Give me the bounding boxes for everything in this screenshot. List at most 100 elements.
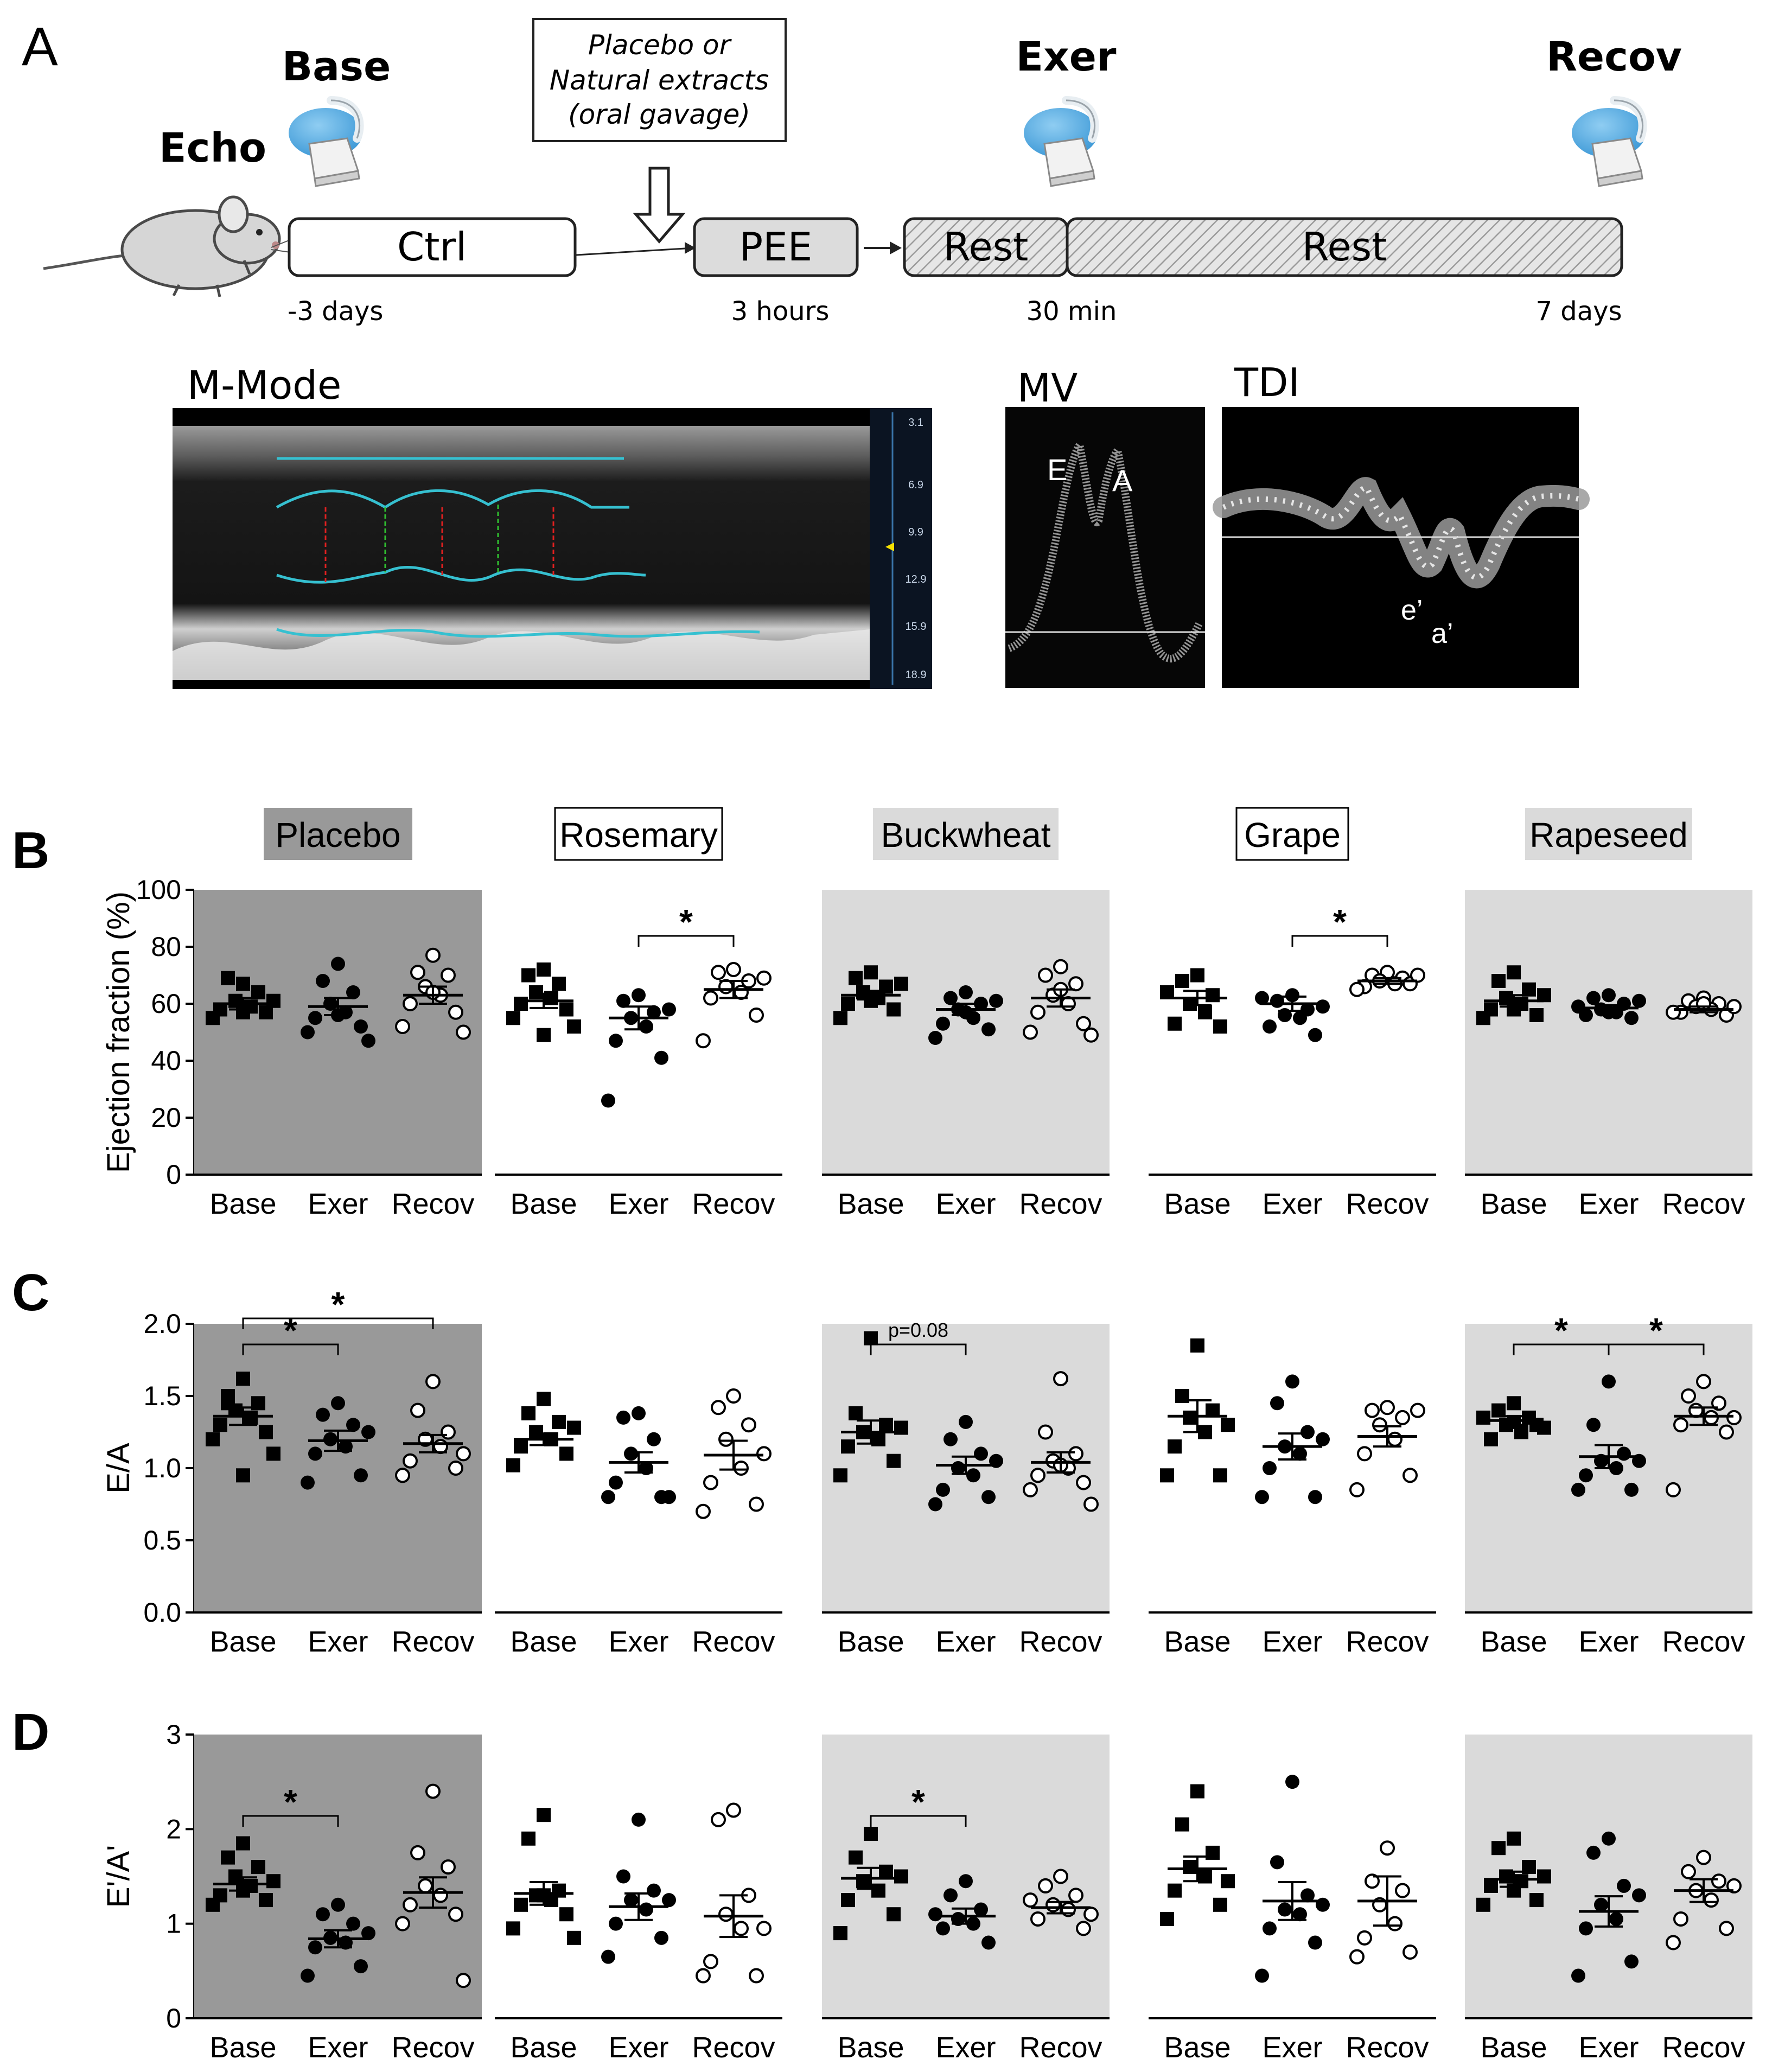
x-tick-label: Base	[1164, 1188, 1231, 1220]
data-point-square	[514, 1439, 528, 1454]
data-point-filled	[639, 1902, 653, 1917]
tdi-peak-label: e’	[1401, 595, 1423, 626]
mmode-scale-label: 6.9	[908, 479, 923, 491]
data-point-open	[1038, 1878, 1053, 1894]
data-point-open	[711, 1812, 726, 1827]
data-point-open	[1030, 1911, 1046, 1927]
data-point-square	[221, 971, 235, 985]
data-point-open	[741, 1417, 756, 1433]
data-point-filled	[601, 1949, 615, 1964]
treatment-line: (oral gavage)	[568, 99, 750, 130]
data-point-filled	[609, 1916, 623, 1931]
data-point-square	[849, 971, 863, 985]
data-point-filled	[1293, 1907, 1307, 1922]
data-point-open	[696, 1033, 711, 1049]
data-point-filled	[316, 1907, 330, 1922]
data-point-filled	[331, 957, 345, 971]
chart-e-a-ratio: 0.0 0.5 1.0 1.5 2.0 E/A Base Exer Recov * * Base Exe…	[101, 1285, 1752, 1658]
group-background	[1149, 1324, 1436, 1612]
significance-label: *	[284, 1782, 297, 1821]
data-point-filled	[301, 1475, 315, 1490]
data-point-square	[251, 1860, 265, 1875]
data-point-square	[841, 1893, 855, 1908]
data-point-filled	[654, 1050, 668, 1065]
data-point-square	[521, 1406, 536, 1420]
x-tick-label: Base	[837, 2031, 904, 2064]
data-point-square	[266, 993, 280, 1008]
data-point-square	[841, 1439, 855, 1454]
data-point-filled	[1624, 1954, 1639, 1969]
data-point-filled	[331, 1396, 345, 1411]
data-point-square	[537, 1392, 551, 1406]
data-point-square	[514, 997, 528, 1011]
data-point-filled	[1308, 1935, 1322, 1950]
data-point-filled	[1586, 1845, 1601, 1860]
data-point-filled	[1617, 1878, 1631, 1893]
data-point-open	[749, 1968, 764, 1984]
data-point-square	[266, 1874, 280, 1889]
data-point-square	[1175, 974, 1189, 988]
data-point-open	[1726, 1878, 1742, 1894]
data-point-filled	[616, 1869, 630, 1884]
x-tick-label: Recov	[1662, 2031, 1745, 2064]
data-point-square	[864, 1331, 878, 1346]
data-point-filled	[1632, 993, 1646, 1008]
panel-label-a: A	[22, 16, 58, 77]
data-point-filled	[928, 1031, 942, 1045]
data-point-open	[433, 1888, 448, 1903]
data-point-open	[441, 967, 456, 983]
data-point-filled	[1632, 1888, 1646, 1903]
y-tick-label: 2.0	[143, 1309, 181, 1339]
data-point-square	[567, 1420, 581, 1435]
x-tick-label: Base	[837, 1625, 904, 1658]
data-point-square	[1507, 965, 1521, 980]
group-background	[495, 1735, 782, 2018]
x-tick-label: Recov	[1346, 1188, 1429, 1220]
y-tick-label: 0.5	[143, 1525, 181, 1555]
data-point-filled	[354, 1959, 368, 1974]
x-tick-label: Recov	[391, 1625, 474, 1658]
significance-label: *	[679, 902, 693, 941]
x-tick-label: Exer	[935, 1188, 996, 1220]
x-tick-label: Recov	[1662, 1625, 1745, 1658]
data-point-open	[441, 1424, 456, 1440]
data-point-filled	[989, 993, 1003, 1008]
data-point-square	[1183, 1410, 1197, 1425]
data-point-filled	[1586, 991, 1601, 1005]
group-title-box	[264, 808, 412, 860]
data-point-filled	[654, 1930, 668, 1945]
x-tick-label: Exer	[1262, 1625, 1322, 1658]
mmode-title: M-Mode	[187, 362, 341, 408]
data-point-filled	[1579, 1468, 1593, 1483]
data-point-filled	[632, 1812, 646, 1827]
data-point-filled	[981, 1490, 996, 1504]
data-point-square	[833, 1468, 847, 1483]
data-point-filled	[624, 1446, 638, 1461]
data-point-square	[887, 1907, 901, 1922]
data-point-open	[425, 1374, 441, 1389]
mouse-illustration	[43, 195, 295, 297]
data-point-open	[1068, 976, 1083, 992]
x-tick-label: Exer	[608, 1188, 668, 1220]
mmode-image: 3.1 6.9 9.9 12.9 15.9 18.9	[173, 408, 932, 689]
x-tick-label: Exer	[1262, 2031, 1322, 2064]
data-point-square	[1537, 1869, 1551, 1884]
data-point-open	[410, 1845, 425, 1860]
data-point-filled	[662, 1002, 676, 1017]
data-point-open	[1023, 1892, 1038, 1908]
group-title-box	[873, 808, 1059, 860]
data-point-square	[1160, 1468, 1174, 1483]
data-point-square	[1221, 1418, 1235, 1432]
data-point-square	[1529, 1008, 1544, 1022]
data-point-square	[1476, 1897, 1490, 1912]
data-point-open	[1349, 1482, 1365, 1497]
data-point-open	[1030, 1004, 1046, 1020]
x-tick-label: Exer	[308, 1188, 368, 1220]
duration-label: -3 days	[288, 296, 383, 327]
x-tick-label: Exer	[608, 1625, 668, 1658]
panel-label-d: D	[12, 1703, 49, 1761]
data-point-square	[521, 968, 536, 983]
data-point-filled	[966, 1468, 980, 1483]
data-point-square	[236, 977, 250, 991]
y-axis-title: E/A	[101, 1443, 136, 1494]
